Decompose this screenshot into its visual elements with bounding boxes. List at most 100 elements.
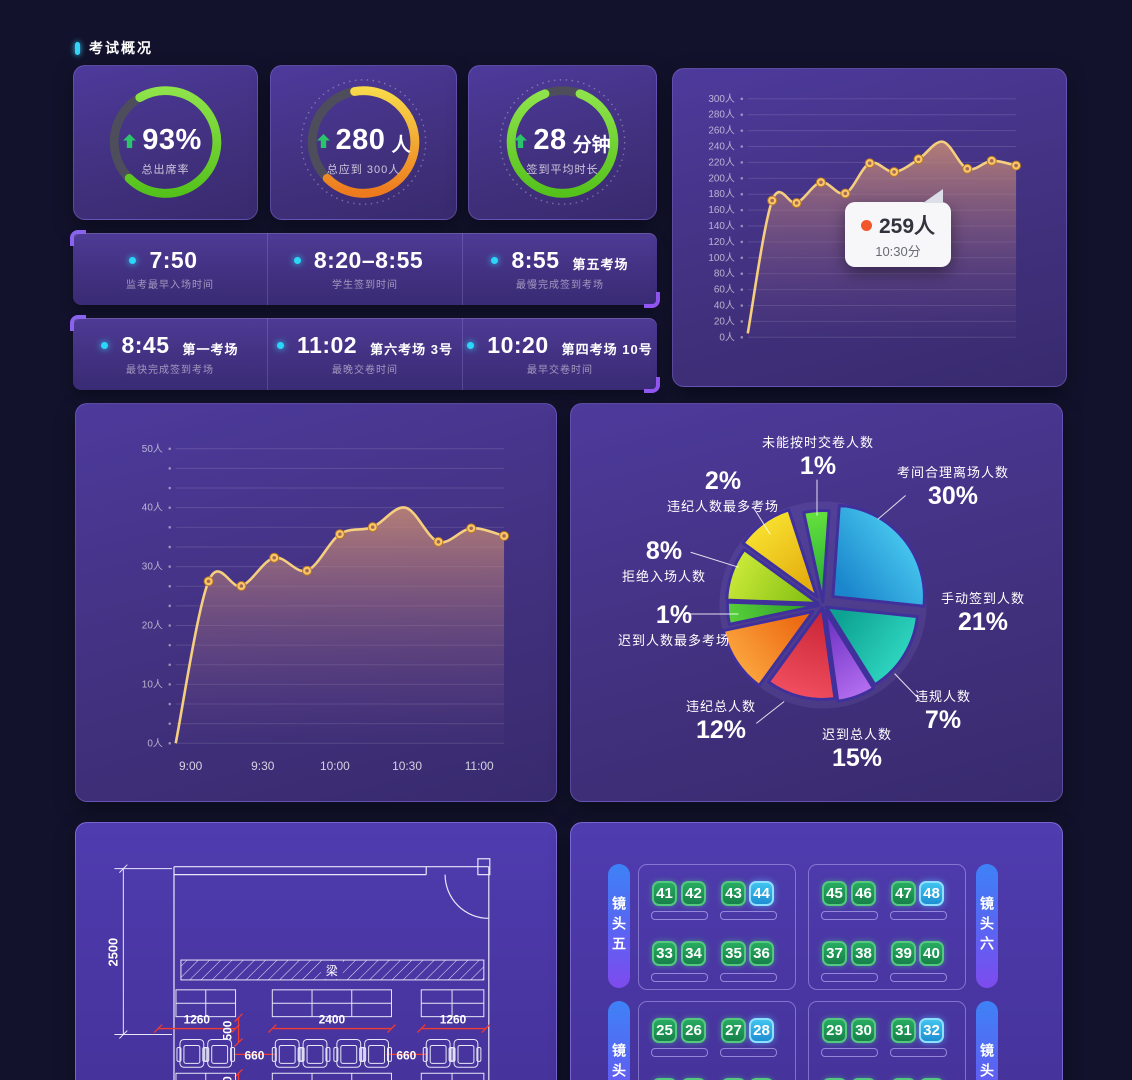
desk xyxy=(651,1048,708,1057)
present-gauge-ring xyxy=(271,66,456,219)
up-arrow-icon xyxy=(123,133,137,148)
y-axis-label: 40人 xyxy=(142,502,163,514)
seat[interactable]: 37 xyxy=(822,941,847,966)
seat[interactable]: 38 xyxy=(851,941,876,966)
y-axis-label: 200人 xyxy=(708,172,735,184)
seat[interactable]: 41 xyxy=(652,881,677,906)
seat[interactable]: 45 xyxy=(822,881,847,906)
checkin-duration-value: 28 xyxy=(533,124,567,156)
y-axis-label: 260人 xyxy=(708,125,735,137)
pie-callout-line xyxy=(877,495,906,520)
y-axis-label: 50人 xyxy=(142,443,163,455)
stat-time: 8:55 xyxy=(511,247,560,273)
desk xyxy=(720,911,777,920)
pie-slice[interactable] xyxy=(725,548,820,605)
dim-aisle-a: 660 xyxy=(244,1048,264,1062)
seat[interactable]: 46 xyxy=(851,881,876,906)
section-header: 考试概况 xyxy=(75,38,153,58)
pie-slice[interactable] xyxy=(726,600,821,626)
camera-pill-5: 镜头五 xyxy=(608,864,630,988)
beam-label: 梁 xyxy=(326,964,338,978)
pie-slice[interactable] xyxy=(721,609,815,688)
gauge-card-checkin-duration: 28 分钟 签到平均时长 xyxy=(468,65,657,220)
seat[interactable]: 31 xyxy=(891,1018,916,1043)
present-count-value: 280 xyxy=(335,124,386,156)
y-axis-label: 0人 xyxy=(719,331,735,343)
cyan-dot-icon xyxy=(491,257,499,264)
up-arrow-icon xyxy=(514,133,528,148)
seat[interactable]: 40 xyxy=(919,941,944,966)
seat[interactable]: 48 xyxy=(919,881,944,906)
seat[interactable]: 29 xyxy=(822,1018,847,1043)
tables-row-1 xyxy=(175,989,485,1018)
tooltip-dot-icon xyxy=(860,219,872,231)
y-axis-label: 80人 xyxy=(714,268,735,280)
x-axis-label: 9:30 xyxy=(251,759,275,773)
pie-slice[interactable] xyxy=(802,508,831,604)
seat[interactable]: 26 xyxy=(681,1018,706,1043)
seat[interactable]: 47 xyxy=(891,881,916,906)
y-axis-label: 10人 xyxy=(142,678,163,690)
pie-callout-line xyxy=(690,551,739,568)
y-axis-label: 0人 xyxy=(147,737,163,749)
stat-label: 最慢完成签到考场 xyxy=(516,280,604,291)
exam-breakdown-pie xyxy=(690,479,927,724)
cyan-dot-icon xyxy=(293,257,301,264)
stat-suffix: 第五考场 xyxy=(572,256,629,272)
attendance-rate-value: 93% xyxy=(142,124,202,156)
pie-slice[interactable] xyxy=(766,606,837,701)
checkin-trend-chart-card: 0人 20人 40人 60人 80人 100人 120人 140人 160人 180人 200人 22… xyxy=(672,68,1067,387)
seat[interactable]: 33 xyxy=(652,941,677,966)
tooltip-value: 259人 xyxy=(878,215,936,238)
y-axis-label: 160人 xyxy=(708,204,735,216)
seat[interactable]: 34 xyxy=(681,941,706,966)
camera-pill-bottom-left: 镜头 xyxy=(608,1001,630,1080)
desk xyxy=(821,973,878,982)
pie-callout-line xyxy=(755,701,785,724)
dim-left-width: 1260 xyxy=(184,1013,211,1027)
stat-suffix: 第六考场 3号 xyxy=(370,341,453,357)
seat[interactable]: 44 xyxy=(749,881,774,906)
seat[interactable]: 36 xyxy=(749,941,774,966)
room-outline xyxy=(173,858,491,1080)
present-count-label: 总应到 300人 xyxy=(326,164,401,176)
pie-slice[interactable] xyxy=(824,605,919,687)
y-axis-label: 140人 xyxy=(708,220,735,232)
seat[interactable]: 35 xyxy=(721,941,746,966)
y-axis-label: 40人 xyxy=(714,299,735,311)
stat-fastest-checkin-room: 8:45 第一考场 最快完成签到考场 xyxy=(73,318,267,390)
chart-tooltip: 259人 10:30分 xyxy=(845,189,951,267)
red-dimension-lines xyxy=(153,1013,491,1080)
stat-label: 学生签到时间 xyxy=(332,280,398,291)
seat[interactable]: 28 xyxy=(749,1018,774,1043)
seat[interactable]: 27 xyxy=(721,1018,746,1043)
cyan-dot-icon xyxy=(277,342,285,349)
seat[interactable]: 32 xyxy=(919,1018,944,1043)
stat-earliest-proctor-entry: 7:50 监考最早入场时间 xyxy=(73,233,267,305)
seat[interactable]: 43 xyxy=(721,881,746,906)
pie-label-reasonable-exit: 考间合理离场人数 30% xyxy=(896,465,1010,510)
desk xyxy=(720,1048,777,1057)
seat[interactable]: 30 xyxy=(851,1018,876,1043)
seat-group: 41 42 43 44 33 34 35 36 xyxy=(638,864,796,990)
seat[interactable]: 39 xyxy=(891,941,916,966)
pie-label-violation: 违规人数 7% xyxy=(914,689,972,734)
pie-label-most-late-room: 1% 迟到人数最多考场 xyxy=(617,601,731,648)
stat-suffix: 第四考场 10号 xyxy=(561,341,653,357)
time-stats-bar-1: 7:50 监考最早入场时间 8:20–8:55 学生签到时间 8:55 第五考场… xyxy=(70,230,660,308)
dim-depth-a: 500 xyxy=(221,1020,235,1040)
x-axis-label: 11:00 xyxy=(465,759,494,773)
cyan-dot-icon xyxy=(129,257,137,264)
pie-slice[interactable] xyxy=(831,503,926,608)
pie-slice[interactable] xyxy=(823,609,876,703)
y-axis-label: 240人 xyxy=(708,140,735,152)
dim-right-width: 1260 xyxy=(440,1013,467,1027)
stat-time: 8:45 xyxy=(121,332,170,358)
x-axis-label: 9:00 xyxy=(179,759,203,773)
seat[interactable]: 42 xyxy=(681,881,706,906)
seat-monitor-card: 镜头五 镜头六 镜头 镜头 41 42 43 44 33 34 35 36 45 46 47 48 37… xyxy=(570,822,1063,1080)
gauge-card-present: 280 人 总应到 300人 xyxy=(270,65,457,220)
seat[interactable]: 25 xyxy=(652,1018,677,1043)
floor-plan-drawing: 2500 梁 1260 500 2400 1260 660 xyxy=(105,858,491,1080)
